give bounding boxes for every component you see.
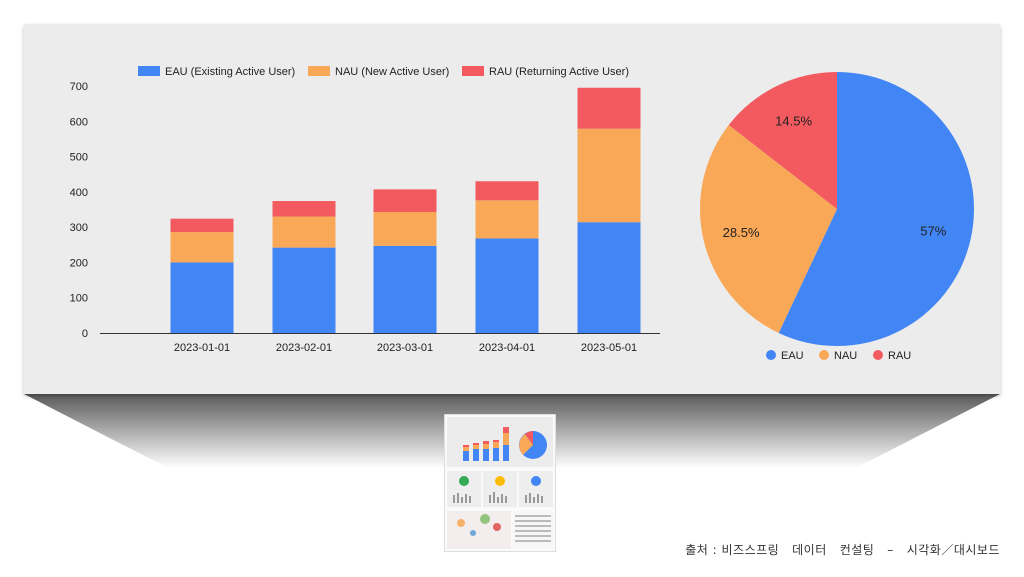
pie-slice (728, 72, 837, 209)
pie-legend: EAU NAU RAU (766, 350, 911, 362)
x-tick-label: 2023-04-01 (479, 342, 535, 354)
bar-segment (373, 211, 437, 246)
x-tick-label: 2023-03-01 (377, 342, 433, 354)
pie-legend-label: EAU (781, 350, 804, 362)
bar-segment (373, 189, 437, 212)
bar-segment (475, 181, 539, 201)
bar-segment (475, 200, 539, 239)
y-tick-label: 700 (70, 81, 88, 93)
pie-legend-label: RAU (888, 350, 911, 362)
y-tick-label: 100 (70, 293, 88, 305)
pie-slice-label: 57% (920, 224, 946, 239)
bar-segment (272, 201, 336, 217)
x-tick-label: 2023-02-01 (276, 342, 332, 354)
y-tick-label: 0 (82, 328, 88, 340)
y-tick-label: 200 (70, 257, 88, 269)
pie-chart: 57% 28.5% 14.5% (700, 72, 975, 346)
bar-segment (577, 222, 641, 333)
bar-legend: EAU (Existing Active User) NAU (New Activ… (138, 66, 629, 78)
stacked-bars (170, 87, 641, 333)
y-axis: 0 100 200 300 400 500 600 700 (70, 81, 88, 340)
y-tick-label: 300 (70, 222, 88, 234)
x-axis: 2023-01-01 2023-02-01 2023-03-01 2023-04-01… (100, 333, 660, 354)
thumbnail-graphic (447, 417, 553, 549)
source-caption: 출처 : 비즈스프링 데이터 컨설팅 – 시각화／대시보드 (685, 543, 1000, 557)
y-tick-label: 600 (70, 116, 88, 128)
legend-label: RAU (Returning Active User) (489, 66, 629, 78)
legend-swatch (308, 66, 330, 76)
bar-segment (272, 247, 336, 333)
x-tick-label: 2023-05-01 (581, 342, 637, 354)
legend-swatch (138, 66, 160, 76)
bar-segment (272, 216, 336, 248)
legend-label: NAU (New Active User) (335, 66, 449, 78)
bar-segment (475, 238, 539, 333)
x-tick-label: 2023-01-01 (174, 342, 230, 354)
pie-slice-label: 14.5% (775, 113, 812, 128)
pie-legend-dot (819, 350, 829, 360)
bar-segment (170, 232, 234, 263)
pie-slice (700, 125, 837, 333)
bar-segment (170, 262, 234, 333)
y-tick-label: 500 (70, 152, 88, 164)
bar-segment (577, 128, 641, 223)
bar-segment (373, 245, 437, 333)
bar-segment (170, 218, 234, 233)
pie-legend-label: NAU (834, 350, 857, 362)
y-tick-label: 400 (70, 187, 88, 199)
legend-swatch (462, 66, 484, 76)
dashboard-thumbnail (444, 414, 556, 552)
pie-slice (778, 72, 975, 346)
legend-label: EAU (Existing Active User) (165, 66, 295, 78)
pie-legend-dot (766, 350, 776, 360)
pie-slice-label: 28.5% (723, 225, 760, 240)
bar-segment (577, 87, 641, 129)
pie-legend-dot (873, 350, 883, 360)
